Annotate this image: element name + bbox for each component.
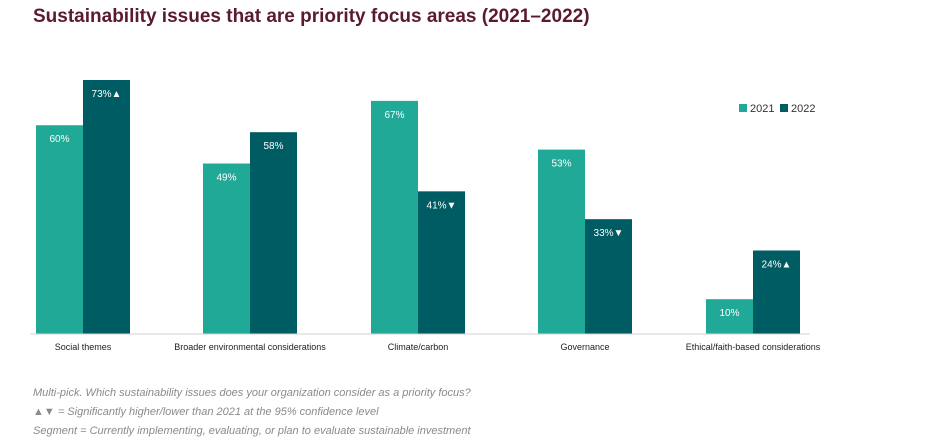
bar-value-label-2022-4: 24%▲: [762, 259, 792, 270]
bar-value-label-2021-1: 49%: [216, 173, 236, 184]
category-label-0: Social themes: [55, 342, 112, 352]
legend-swatch-2022: [780, 104, 788, 112]
bar-2022-2: [418, 191, 465, 334]
category-labels-group: Social themes Broader environmental consi…: [55, 342, 821, 352]
bar-2022-4: [753, 250, 800, 334]
bar-2021-0: [36, 125, 83, 334]
bar-value-label-2021-3: 53%: [551, 159, 571, 170]
bar-value-label-2022-3: 33%▼: [594, 228, 624, 239]
footnote-question: Multi-pick. Which sustainability issues …: [33, 387, 471, 399]
bar-2021-3: [538, 149, 585, 334]
bar-2022-0: [83, 80, 130, 334]
footnote-significance: ▲▼ = Significantly higher/lower than 202…: [33, 406, 379, 418]
bar-value-label-2021-0: 60%: [49, 134, 69, 145]
legend-label-2022: 2022: [791, 103, 815, 115]
bars-group: [30, 80, 810, 335]
category-label-3: Governance: [560, 342, 609, 352]
category-label-4: Ethical/faith-based considerations: [686, 342, 821, 352]
category-label-2: Climate/carbon: [388, 342, 449, 352]
chart-title: Sustainability issues that are priority …: [33, 6, 590, 27]
bar-labels-group: 60% 73%▲ 49% 58% 67% 41%▼ 53% 33%▼ 10% 24%▲: [49, 89, 791, 319]
bar-value-label-2022-1: 58%: [263, 141, 283, 152]
bar-2021-1: [203, 163, 250, 334]
bar-2021-2: [371, 100, 418, 334]
legend-swatch-2021: [739, 104, 747, 112]
bar-value-label-2022-2: 41%▼: [427, 200, 457, 211]
bar-value-label-2021-4: 10%: [719, 308, 739, 319]
bar-2022-1: [250, 132, 297, 334]
bar-value-label-2022-0: 73%▲: [92, 89, 122, 100]
bar-2022-3: [585, 219, 632, 334]
footnote-segment: Segment = Currently implementing, evalua…: [33, 425, 471, 437]
bar-2021-4: [706, 299, 753, 334]
bar-value-label-2021-2: 67%: [384, 110, 404, 121]
legend-label-2021: 2021: [750, 103, 774, 115]
category-label-1: Broader environmental considerations: [174, 342, 326, 352]
footnotes: Multi-pick. Which sustainability issues …: [33, 384, 471, 441]
legend: 2021 2022: [739, 103, 815, 115]
